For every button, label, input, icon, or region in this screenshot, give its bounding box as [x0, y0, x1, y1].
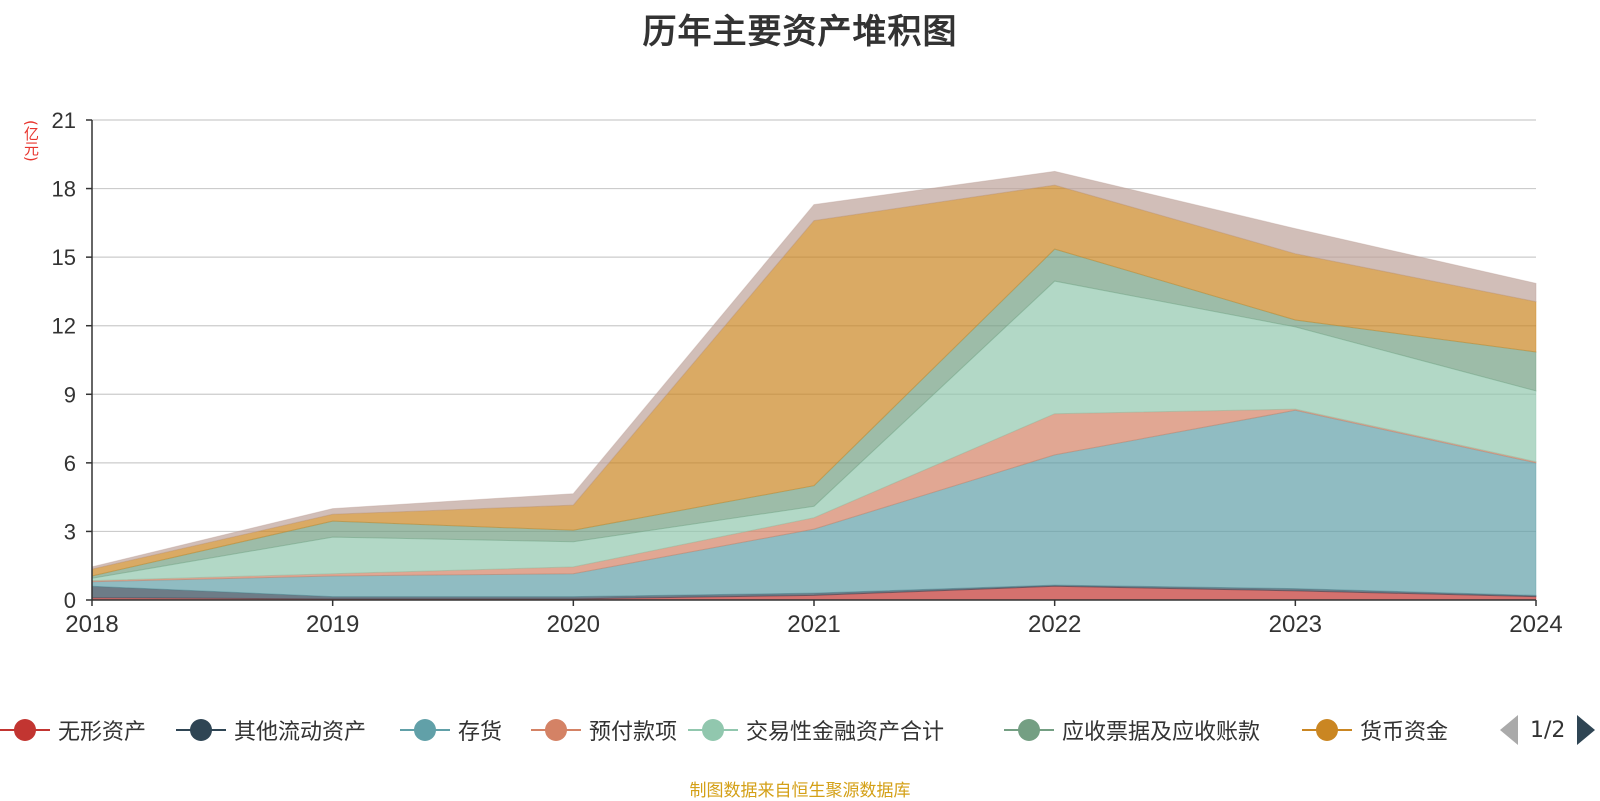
- area-series-5[interactable]: [91, 248, 1537, 579]
- y-tick-label: 9: [64, 382, 76, 407]
- x-tick-label: 2023: [1269, 611, 1322, 638]
- legend-label: 交易性金融资产合计: [746, 720, 945, 745]
- y-tick-label: 18: [52, 177, 76, 202]
- legend-item[interactable]: 无形资产: [0, 712, 146, 748]
- y-axis-unit-label: (亿元): [22, 120, 40, 162]
- x-tick-label: 2018: [65, 611, 118, 638]
- legend-marker-icon: [400, 712, 450, 748]
- area-series-7[interactable]: [91, 170, 1537, 570]
- legend-item[interactable]: 货币资金: [1302, 712, 1448, 748]
- legend-label: 存货: [458, 720, 503, 745]
- triangle-right-icon[interactable]: [1577, 715, 1596, 745]
- legend-page-indicator: 1/2: [1530, 717, 1566, 743]
- y-tick-label: 6: [64, 451, 76, 476]
- legend-item[interactable]: 其他流动资产: [176, 712, 366, 748]
- area-series-4[interactable]: [91, 280, 1537, 582]
- axes: [86, 119, 1537, 606]
- data-source-footer: 制图数据来自恒生聚源数据库: [689, 781, 911, 801]
- area-series: [91, 170, 1537, 601]
- legend-marker-icon: [0, 712, 50, 748]
- x-tick-label: 2021: [787, 611, 840, 638]
- y-tick-label: 21: [52, 108, 76, 133]
- legend-item[interactable]: 交易性金融资产合计: [688, 712, 944, 748]
- x-tick-label: 2024: [1509, 611, 1562, 638]
- y-tick-labels: 0 3 6 9 12 15 18 21: [52, 108, 76, 613]
- y-tick-label: 0: [64, 588, 76, 613]
- area-series-1[interactable]: [91, 584, 1537, 600]
- legend-label: 应收票据及应收账款: [1062, 720, 1261, 745]
- legend-marker-icon: [688, 712, 738, 748]
- legend-item[interactable]: 预付款项: [531, 712, 677, 748]
- y-tick-label: 3: [64, 519, 76, 544]
- legend: 无形资产 其他流动资产 存货 预付款项 交易性金融资产合计 应收票据及应收账款 货币资金: [0, 712, 1600, 748]
- triangle-left-icon[interactable]: [1500, 715, 1518, 745]
- y-tick-label: 15: [52, 245, 76, 270]
- x-tick-label: 2022: [1028, 611, 1081, 638]
- legend-item[interactable]: 存货: [400, 712, 502, 748]
- stacked-area-chart: 0 3 6 9 12 15 18 21 2018 2019 2020 2021 2022 2023 202…: [52, 108, 1563, 638]
- legend-item[interactable]: 应收票据及应收账款: [1004, 712, 1260, 748]
- legend-marker-icon: [176, 712, 226, 748]
- x-tick-label: 2020: [547, 611, 600, 638]
- legend-marker-icon: [1302, 712, 1352, 748]
- y-tick-label: 12: [52, 314, 76, 339]
- legend-label: 其他流动资产: [234, 720, 367, 745]
- legend-label: 货币资金: [1360, 720, 1449, 745]
- legend-pager: 1/2: [1500, 712, 1596, 748]
- legend-marker-icon: [531, 712, 581, 748]
- legend-label: 预付款项: [589, 720, 678, 745]
- x-tick-labels: 2018 2019 2020 2021 2022 2023 2024: [65, 611, 1562, 638]
- legend-label: 无形资产: [58, 720, 147, 745]
- legend-marker-icon: [1004, 712, 1054, 748]
- x-tick-label: 2019: [306, 611, 359, 638]
- chart-title: 历年主要资产堆积图: [642, 12, 958, 52]
